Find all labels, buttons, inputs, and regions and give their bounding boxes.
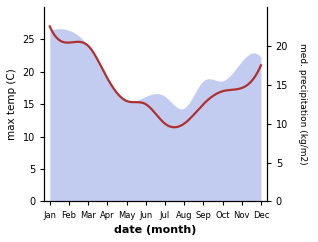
- Y-axis label: med. precipitation (kg/m2): med. precipitation (kg/m2): [298, 43, 307, 165]
- X-axis label: date (month): date (month): [114, 225, 197, 235]
- Y-axis label: max temp (C): max temp (C): [7, 68, 17, 140]
